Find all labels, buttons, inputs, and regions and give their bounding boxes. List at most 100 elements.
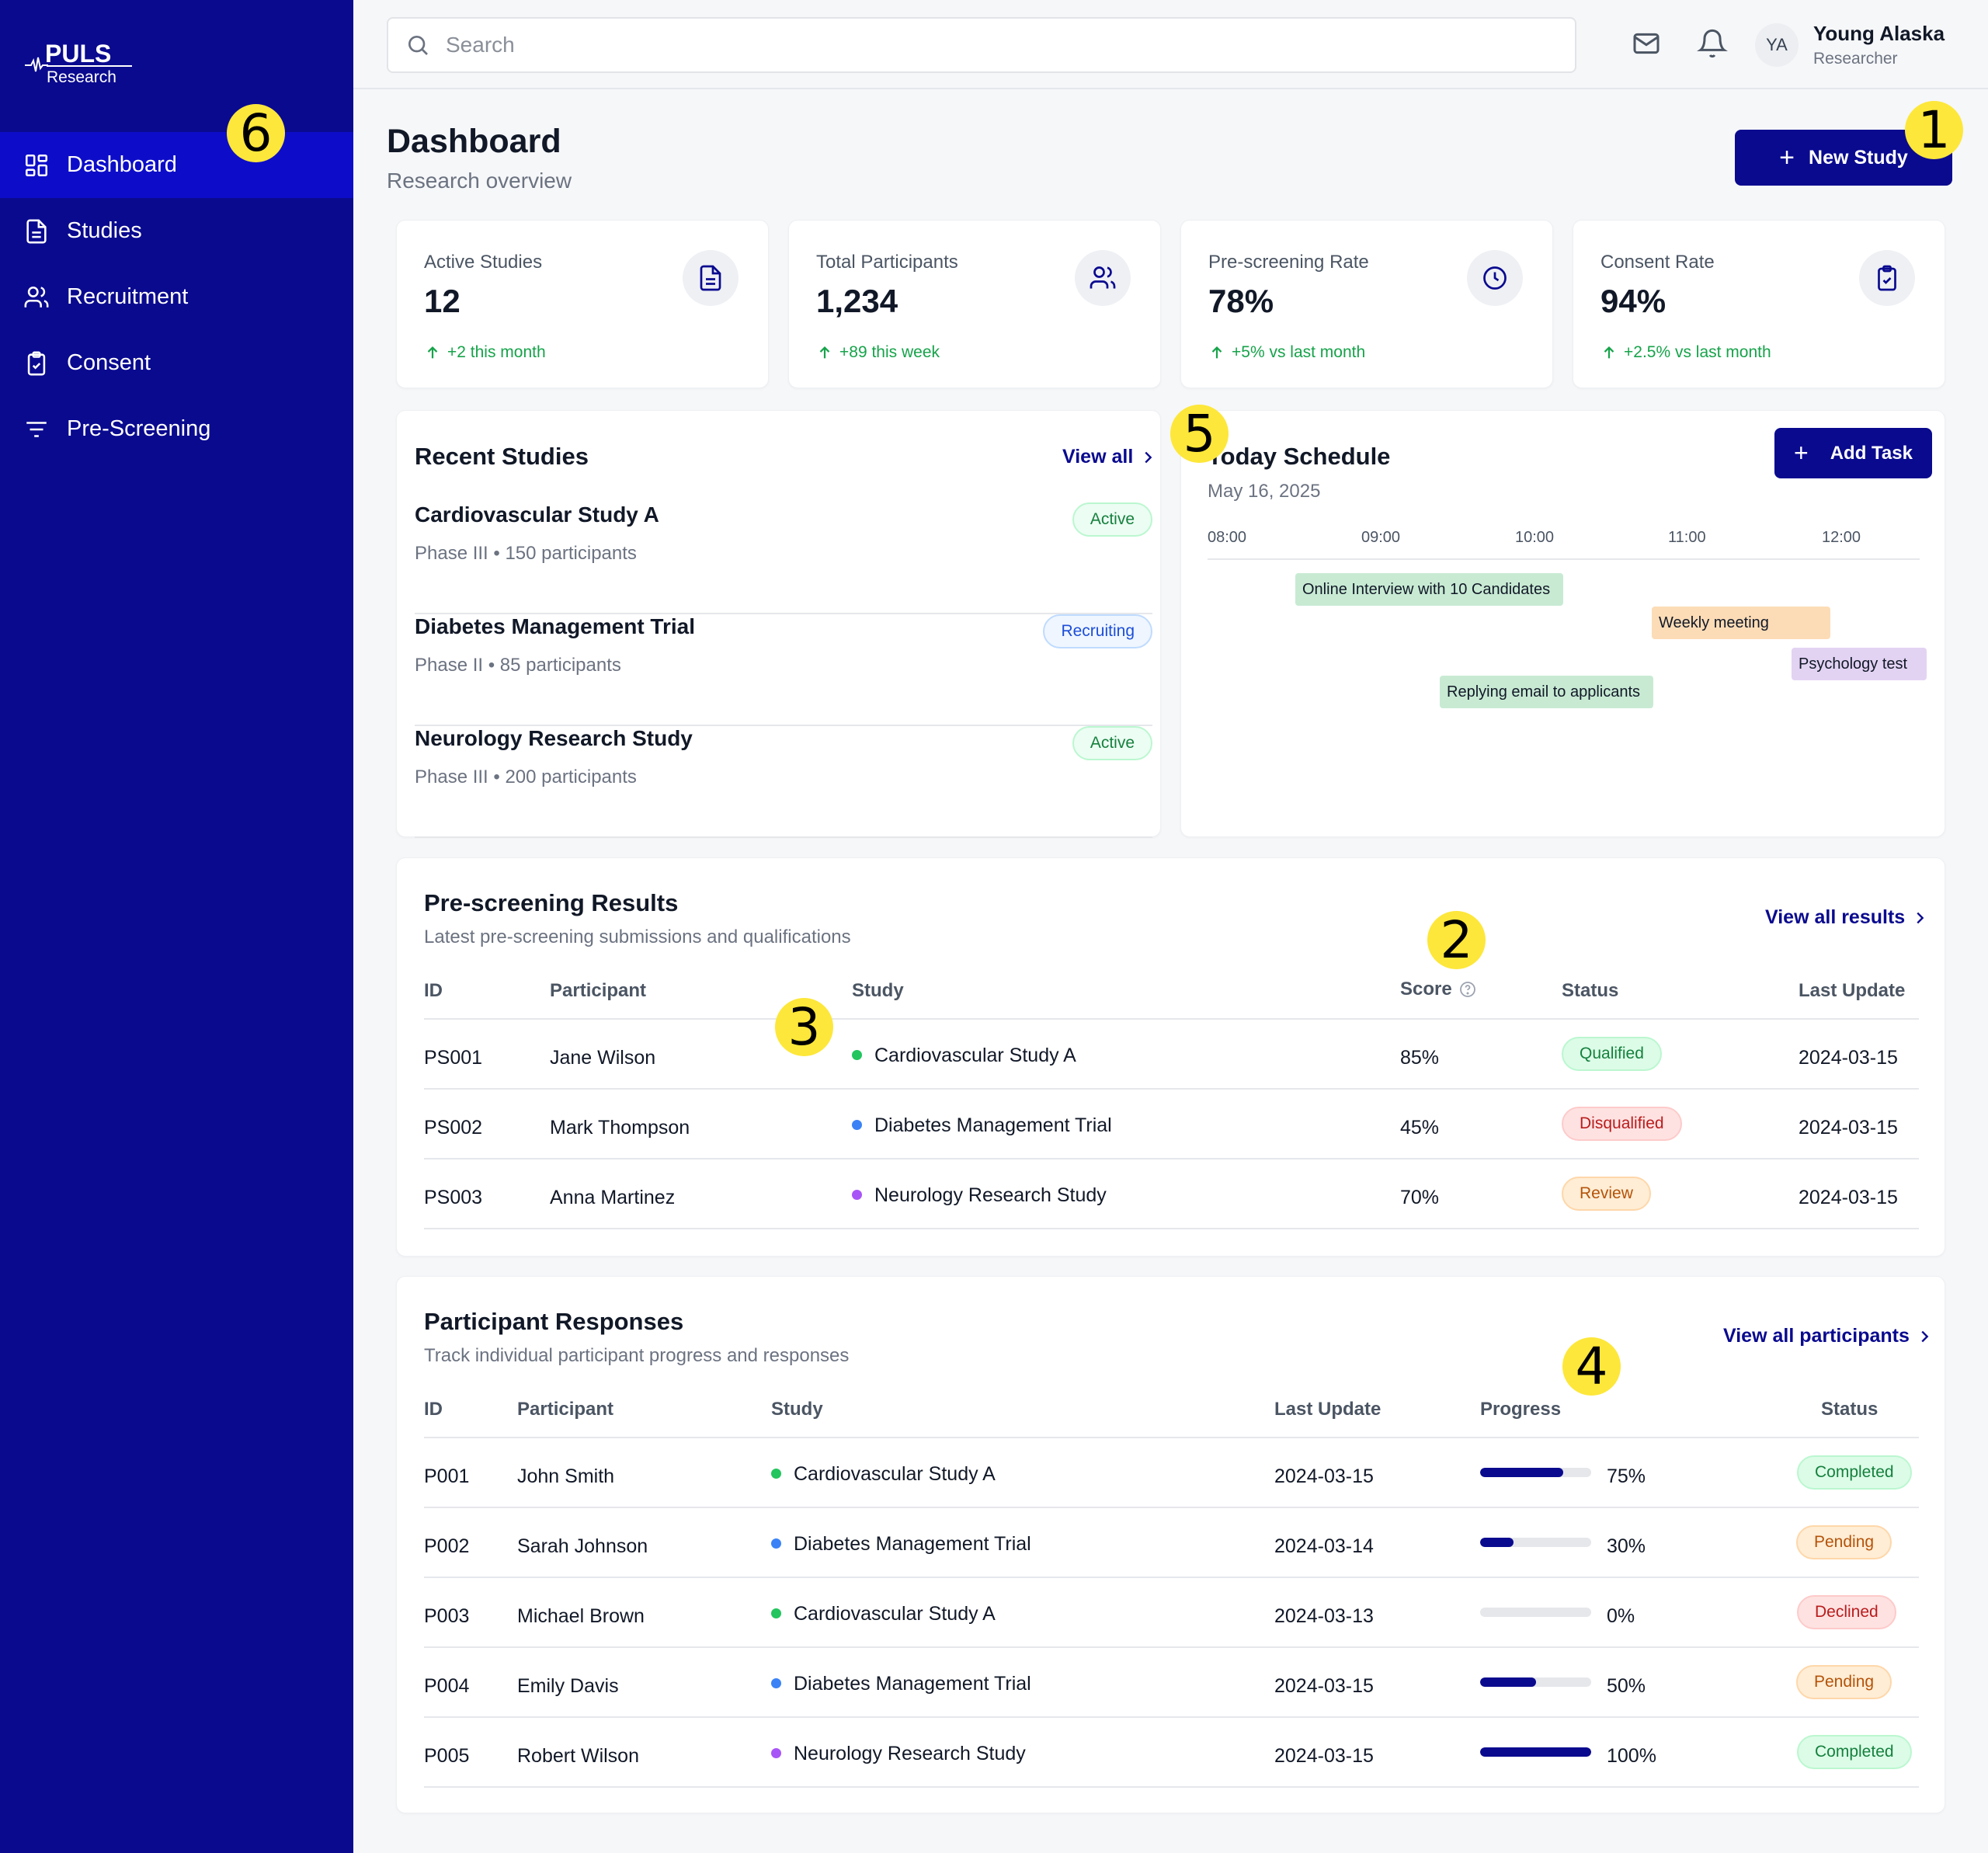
search-box[interactable] [387, 17, 1576, 73]
search-input[interactable] [446, 33, 1533, 57]
top-header: YA Young Alaska Researcher [353, 0, 1988, 89]
timeline-axis [1208, 558, 1920, 560]
stat-change-text: +89 this week [839, 343, 940, 361]
schedule-task[interactable]: Online Interview with 10 Candidates [1295, 573, 1563, 606]
study-dot [771, 1468, 781, 1479]
row-id: PS002 [424, 1117, 483, 1139]
stat-change: +2.5% vs last month [1600, 343, 1771, 362]
column-header[interactable]: Status [1562, 980, 1619, 1001]
timeline-time: 12:00 [1822, 529, 1861, 546]
status-badge: Active [1072, 502, 1152, 537]
avatar[interactable]: YA [1755, 23, 1799, 67]
schedule-task[interactable]: Replying email to applicants [1440, 676, 1653, 708]
brand-sub: Research [47, 68, 116, 86]
study-dot [852, 1119, 862, 1130]
status-badge: Disqualified [1562, 1107, 1682, 1141]
annotation-marker-2: 2 [1427, 911, 1486, 969]
study-dot [852, 1189, 862, 1200]
document-icon [23, 218, 50, 245]
filter-icon [23, 416, 50, 443]
puls-logo[interactable]: PULS Research [23, 37, 148, 96]
column-header[interactable]: Last Update [1274, 1399, 1382, 1420]
stat-change-text: +5% vs last month [1232, 343, 1366, 361]
prescreening-title: Pre-screening Results [424, 889, 679, 916]
annotation-marker-5: 5 [1170, 405, 1229, 463]
study-name: Diabetes Management Trial [874, 1114, 1112, 1136]
recent-studies-title: Recent Studies [415, 443, 589, 470]
sidebar-item-label: Pre-Screening [67, 416, 211, 441]
new-study-label: New Study [1809, 146, 1908, 169]
study-row[interactable]: Diabetes Management Trial Phase II • 85 … [415, 614, 1152, 726]
stat-card-prescreening-rate: Pre-screening Rate 78% +5% vs last month [1180, 220, 1553, 388]
search-icon [408, 36, 428, 55]
row-divider [424, 1507, 1919, 1508]
row-divider [424, 1786, 1919, 1788]
study-row[interactable]: Neurology Research Study Phase III • 200… [415, 726, 1152, 838]
column-header[interactable]: Progress [1480, 1399, 1562, 1420]
row-last-update: 2024-03-15 [1799, 1047, 1898, 1069]
column-header[interactable]: Status [1821, 1399, 1879, 1420]
row-study: Diabetes Management Trial [771, 1533, 1031, 1556]
row-id: PS001 [424, 1047, 483, 1069]
row-divider [424, 1646, 1919, 1648]
progress-label: 0% [1607, 1605, 1635, 1627]
row-divider [424, 1088, 1919, 1090]
sidebar-item-pre-screening[interactable]: Pre-Screening [0, 396, 353, 462]
column-header[interactable]: Last Update [1799, 980, 1906, 1001]
annotation-marker-6: 6 [227, 104, 285, 162]
row-last-update: 2024-03-14 [1274, 1535, 1374, 1557]
row-study: Neurology Research Study [771, 1743, 1026, 1765]
mail-icon[interactable] [1631, 28, 1662, 59]
status-badge: Completed [1797, 1455, 1912, 1490]
help-icon[interactable] [1458, 980, 1477, 999]
bell-icon[interactable] [1697, 28, 1728, 59]
study-name: Neurology Research Study [874, 1184, 1107, 1206]
user-name[interactable]: Young Alaska [1813, 22, 1945, 45]
prescreening-card: Pre-screening Results Latest pre-screeni… [396, 857, 1945, 1257]
row-study: Cardiovascular Study A [771, 1603, 996, 1625]
row-last-update: 2024-03-15 [1799, 1187, 1898, 1208]
clock-icon [1467, 250, 1523, 306]
sidebar-item-consent[interactable]: Consent [0, 330, 353, 396]
column-header-score[interactable]: Score [1400, 979, 1477, 1000]
study-dot [852, 1049, 862, 1060]
row-id: P003 [424, 1605, 470, 1627]
column-header[interactable]: ID [424, 980, 443, 1001]
row-score: 70% [1400, 1187, 1440, 1208]
schedule-title: Today Schedule [1208, 443, 1391, 470]
study-row[interactable]: Cardiovascular Study A Phase III • 150 p… [415, 502, 1152, 614]
responses-title: Participant Responses [424, 1308, 684, 1335]
add-task-button[interactable]: + Add Task [1774, 428, 1932, 478]
column-header[interactable]: Study [771, 1399, 823, 1420]
user-role: Researcher [1813, 50, 1898, 68]
view-all-participants-link[interactable]: View all participants [1723, 1325, 1933, 1347]
sidebar-item-dashboard[interactable]: Dashboard [0, 132, 353, 198]
column-header[interactable]: Study [852, 980, 904, 1001]
row-participant: John Smith [517, 1465, 615, 1487]
sidebar-item-studies[interactable]: Studies [0, 198, 353, 264]
column-header[interactable]: ID [424, 1399, 443, 1420]
plus-icon: + [1779, 142, 1795, 172]
sidebar-item-recruitment[interactable]: Recruitment [0, 264, 353, 330]
annotation-marker-4: 4 [1562, 1337, 1621, 1396]
column-header[interactable]: Participant [550, 980, 647, 1001]
clipboard-check-icon [1859, 250, 1915, 306]
row-participant: Sarah Johnson [517, 1535, 648, 1557]
arrow-up-icon [427, 346, 438, 359]
sidebar: PULS Research Dashboard Studies Recruitm… [0, 0, 353, 1853]
column-header[interactable]: Participant [517, 1399, 614, 1420]
study-dot [771, 1538, 781, 1549]
row-score: 85% [1400, 1047, 1440, 1069]
stat-value: 94% [1600, 283, 1667, 319]
column-header: Score [1400, 979, 1452, 1000]
avatar-initials: YA [1766, 35, 1788, 54]
stat-label: Pre-screening Rate [1208, 252, 1369, 273]
view-all-results-link[interactable]: View all results [1765, 906, 1928, 929]
schedule-task[interactable]: Weekly meeting [1652, 607, 1830, 639]
row-study: Cardiovascular Study A [852, 1045, 1076, 1067]
chevron-right-icon [1917, 912, 1924, 923]
view-all-studies-link[interactable]: View all [1062, 446, 1156, 468]
schedule-task[interactable]: Psychology test [1792, 648, 1927, 680]
row-participant: Mark Thompson [550, 1117, 690, 1139]
dashboard-icon [23, 152, 50, 179]
